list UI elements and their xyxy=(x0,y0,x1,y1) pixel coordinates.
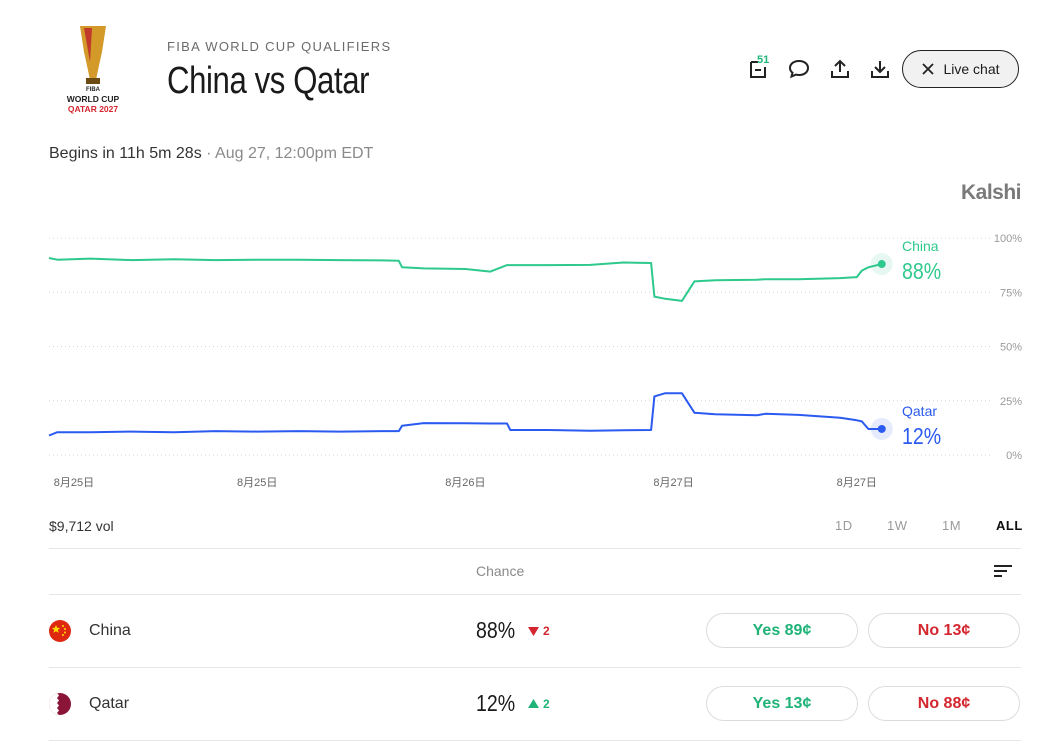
flag xyxy=(49,693,71,715)
y-tick-label: 50% xyxy=(1000,342,1022,354)
x-tick-label: 8月26日 xyxy=(445,477,485,489)
outcome-name: China xyxy=(89,622,131,639)
series-name: Qatar xyxy=(902,403,937,419)
series-name: China xyxy=(902,238,939,254)
trophy-base xyxy=(86,78,100,84)
volume: $9,712 vol xyxy=(49,518,114,534)
series-value-label: 88% xyxy=(902,259,941,285)
arrow-shape xyxy=(528,627,539,636)
y-tick-label: 100% xyxy=(994,233,1022,245)
chance: 12% xyxy=(476,690,516,716)
chance-header: Chance xyxy=(476,563,525,579)
chance: 88% xyxy=(476,617,516,643)
series-value-label: 12% xyxy=(902,423,941,449)
sort-icon[interactable] xyxy=(993,563,1013,579)
flag xyxy=(49,620,71,642)
y-tick-label: 75% xyxy=(1000,287,1022,299)
x-tick-label: 8月25日 xyxy=(237,477,277,489)
separator: · xyxy=(206,145,212,162)
status: Begins in 11h 5m 28s · Aug 27, 12:00pm E… xyxy=(49,145,373,163)
divider xyxy=(49,548,1021,549)
series-line xyxy=(48,257,882,302)
no-button[interactable]: No 88¢ xyxy=(868,686,1020,721)
logo-org: FIBA xyxy=(86,87,101,93)
chart: 0% 25% 50% 75% 100% 8月25日 8月25日 8月26日 8月27日 8月27日… xyxy=(48,233,1022,489)
divider xyxy=(49,740,1021,741)
y-tick-label: 0% xyxy=(1006,450,1022,462)
comments-icon[interactable] xyxy=(748,57,770,81)
outcome-name: Qatar xyxy=(89,695,130,712)
share-icon[interactable] xyxy=(828,57,852,81)
no-button[interactable]: No 13¢ xyxy=(868,613,1020,648)
end-point xyxy=(877,260,886,269)
x-tick-label: 8月25日 xyxy=(54,477,94,489)
start-time: Aug 27, 12:00pm EDT xyxy=(215,145,374,162)
close-icon xyxy=(922,63,935,75)
yes-button[interactable]: Yes 13¢ xyxy=(706,686,858,721)
divider xyxy=(49,667,1021,668)
logo: FIBA WORLD CUP QATAR 2027 xyxy=(67,26,120,114)
live-chat-button[interactable]: Live chat xyxy=(902,50,1019,88)
x-tick-label: 8月27日 xyxy=(653,477,693,489)
range-option[interactable]: ALL xyxy=(996,518,1023,533)
logo-event: WORLD CUP xyxy=(67,94,120,104)
range-option[interactable]: 1W xyxy=(887,518,908,533)
series-line xyxy=(48,392,882,437)
y-tick-label: 25% xyxy=(1000,396,1022,408)
end-point xyxy=(877,424,886,433)
eyebrow: FIBA WORLD CUP QUALIFIERS xyxy=(167,39,392,54)
range-option[interactable]: 1D xyxy=(835,518,853,533)
trophy-ribbon xyxy=(84,28,92,62)
logo-edition: QATAR 2027 xyxy=(68,104,119,114)
yes-button[interactable]: Yes 89¢ xyxy=(706,613,858,648)
chat-icon[interactable] xyxy=(787,57,811,81)
title: China vs Qatar xyxy=(167,60,370,102)
change-arrow xyxy=(528,627,539,636)
change: 2 xyxy=(543,624,550,638)
download-icon[interactable] xyxy=(868,57,892,81)
change-arrow xyxy=(528,699,539,708)
x-tick-label: 8月27日 xyxy=(837,477,877,489)
countdown: Begins in 11h 5m 28s xyxy=(49,145,202,162)
range-option[interactable]: 1M xyxy=(942,518,962,533)
trophy xyxy=(80,26,106,80)
change: 2 xyxy=(543,697,550,711)
comment-count: 51 xyxy=(757,54,770,66)
live-chat-label: Live chat xyxy=(943,61,1000,77)
divider xyxy=(49,594,1021,595)
brand: Kalshi xyxy=(960,181,1022,204)
arrow-shape xyxy=(528,699,539,708)
